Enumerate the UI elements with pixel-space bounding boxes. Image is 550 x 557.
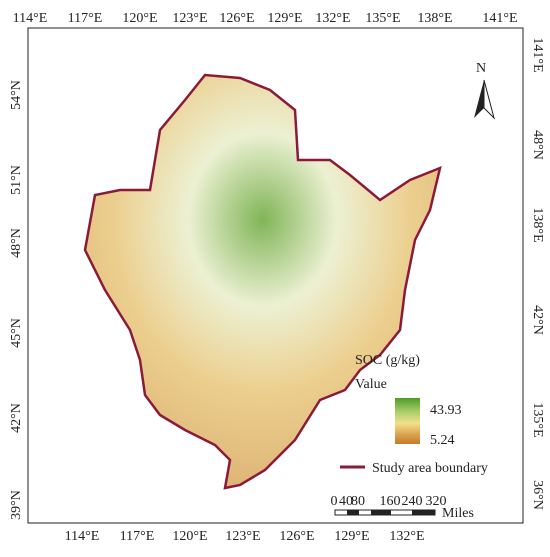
north-label: N [476,61,486,76]
scale-label: 160 [380,494,401,509]
right-label: 141°E [530,37,545,72]
bottom-label: 126°E [279,529,314,544]
left-label: 48°N [9,228,24,258]
left-label: 39°N [9,490,24,520]
top-label: 123°E [172,11,207,26]
scale-label: 320 [426,494,447,509]
top-label: 135°E [365,11,400,26]
north-arrow: N [474,61,495,120]
scale-label: 80 [351,494,365,509]
legend-ramp [395,398,420,444]
scale-bar [334,509,436,516]
legend-title: SOC (g/kg) [355,353,420,368]
left-label: 54°N [9,80,24,110]
top-label: 138°E [417,11,452,26]
right-label: 138°E [530,207,545,242]
legend-high: 43.93 [430,403,462,418]
scale-label: 40 [339,494,353,509]
left-label: 45°N [9,318,24,348]
top-label: 132°E [315,11,350,26]
right-label: 48°N [530,130,545,160]
top-label: 129°E [267,11,302,26]
scale-label: 240 [402,494,423,509]
legend-subtitle: Value [355,377,387,392]
top-label: 114°E [13,11,48,26]
map-frame [27,27,524,524]
left-label: 51°N [9,165,24,195]
bottom-label: 114°E [65,529,100,544]
left-label: 42°N [9,403,24,433]
scale-unit: Miles [442,506,474,521]
top-label: 141°E [482,11,517,26]
scale-label: 0 [331,494,338,509]
bottom-label: 117°E [120,529,155,544]
bottom-label: 120°E [172,529,207,544]
right-label: 42°N [530,305,545,335]
right-label: 135°E [530,402,545,437]
legend-low: 5.24 [430,433,455,448]
top-label: 120°E [122,11,157,26]
top-label: 117°E [68,11,103,26]
right-label: 36°N [530,480,545,510]
legend-boundary-label: Study area boundary [372,461,488,476]
bottom-label: 132°E [389,529,424,544]
bottom-label: 123°E [225,529,260,544]
bottom-label: 129°E [334,529,369,544]
top-label: 126°E [219,11,254,26]
study-area [83,73,442,490]
